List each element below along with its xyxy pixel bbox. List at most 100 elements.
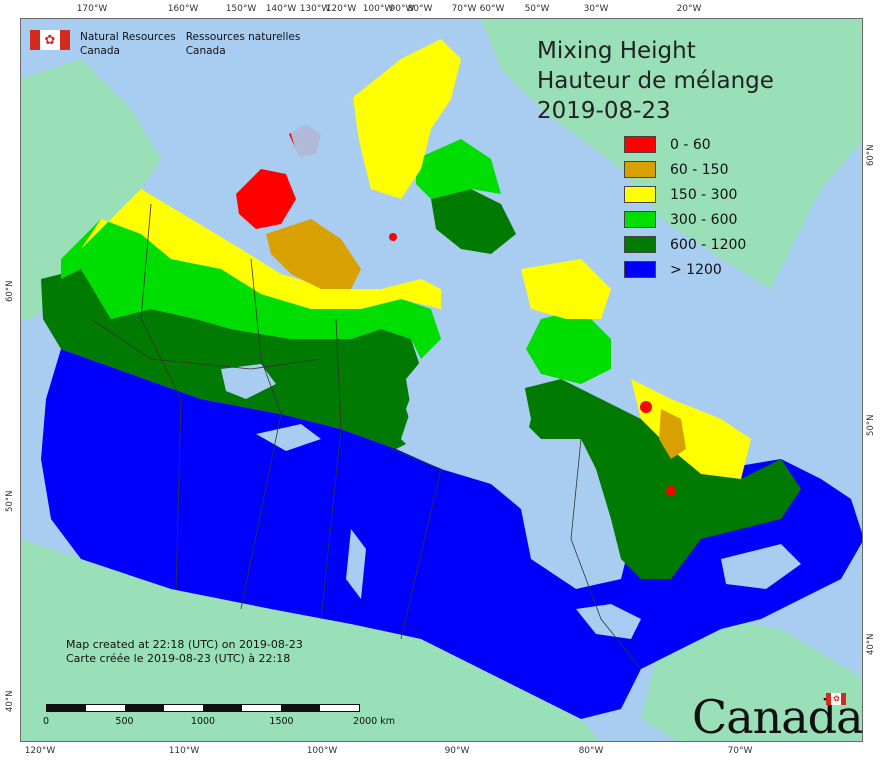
- land-greenland: [481, 19, 862, 289]
- right-tick-label: 60°N: [866, 144, 876, 166]
- bottom-tick-label: 90°W: [444, 746, 470, 756]
- legend-item: 600 - 1200: [624, 232, 746, 257]
- top-tick-label: 60°W: [479, 4, 505, 14]
- arctic-channels: [281, 79, 361, 189]
- dept-en-line1: Natural Resources: [80, 31, 176, 43]
- scale-bar-labels: 0 500 1000 1500 2000 km: [42, 716, 395, 730]
- zone-300-600-east: [526, 309, 611, 384]
- left-tick-label: 50°N: [5, 490, 15, 512]
- legend-label: 600 - 1200: [670, 236, 747, 253]
- credit-en: Map created at 22:18 (UTC) on 2019-08-23: [66, 638, 303, 651]
- legend-swatch: [624, 136, 656, 153]
- top-tick-label: 120°W: [325, 4, 357, 14]
- map-svg: [21, 19, 862, 741]
- creation-credit: Map created at 22:18 (UTC) on 2019-08-23…: [66, 638, 303, 666]
- great-bear-lake: [221, 364, 276, 399]
- scale-segment: [320, 705, 359, 711]
- bottom-tick-label: 70°W: [727, 746, 753, 756]
- zone-0-60-e: [389, 233, 397, 241]
- scale-label: 1500: [269, 716, 294, 727]
- top-tick-label: 20°W: [676, 4, 702, 14]
- zone-0-60-c: [640, 401, 652, 413]
- james-bay: [521, 459, 546, 499]
- dept-en-line2: Canada: [80, 45, 120, 57]
- legend-label: 150 - 300: [670, 186, 738, 203]
- lake-winnipeg: [346, 529, 366, 599]
- scale-label: 0: [42, 716, 50, 727]
- legend-item: 0 - 60: [624, 132, 746, 157]
- title-en: Mixing Height: [537, 38, 696, 64]
- canada-flag-icon: ✿: [30, 30, 70, 50]
- legend-item: 300 - 600: [624, 207, 746, 232]
- map-canvas[interactable]: [20, 18, 863, 742]
- dept-name-en: Natural Resources Canada: [80, 30, 176, 58]
- zone-150-300-east: [521, 259, 611, 319]
- nrcan-logo: ✿ Natural Resources Canada Ressources na…: [30, 30, 300, 58]
- zone-60-150-b: [659, 409, 686, 459]
- legend-swatch: [624, 261, 656, 278]
- scale-label: 500: [115, 716, 134, 727]
- land-usa: [21, 539, 600, 741]
- top-tick-label: 30°W: [583, 4, 609, 14]
- credit-fr: Carte créée le 2019-08-23 (UTC) à 22:18: [66, 652, 291, 665]
- wordmark-flag-icon: ✿: [826, 693, 846, 705]
- gulf-st-lawrence: [721, 544, 801, 589]
- zone-600-1200: [41, 269, 421, 449]
- legend-item: > 1200: [624, 257, 746, 282]
- zone-300-600: [61, 219, 441, 359]
- legend-swatch: [624, 211, 656, 228]
- legend-swatch: [624, 186, 656, 203]
- top-tick-label: 90°W: [389, 4, 415, 14]
- dept-fr-line2: Canada: [185, 45, 226, 57]
- map-title: Mixing Height Hauteur de mélange 2019-08…: [537, 36, 774, 126]
- legend-label: > 1200: [670, 261, 722, 278]
- land-west: [21, 59, 161, 319]
- scale-segment: [125, 705, 164, 711]
- scale-segment: [47, 705, 86, 711]
- great-slave-lake: [256, 424, 321, 451]
- top-tick-label: 80°W: [407, 4, 433, 14]
- top-tick-label: 140°W: [265, 4, 297, 14]
- dept-name-fr: Ressources naturelles Canada: [186, 30, 301, 58]
- boundaries: [90, 203, 642, 670]
- legend-item: 150 - 300: [624, 182, 746, 207]
- land-usa-east: [641, 619, 862, 741]
- top-tick-label: 170°W: [76, 4, 108, 14]
- legend-label: 60 - 150: [670, 161, 729, 178]
- legend: 0 - 60 60 - 150 150 - 300 300 - 600 600 - 12…: [624, 132, 746, 282]
- top-tick-label: 50°W: [524, 4, 550, 14]
- bottom-tick-label: 120°W: [24, 746, 56, 756]
- title-date: 2019-08-23: [537, 98, 671, 124]
- scale-label: 2000 km: [353, 716, 395, 727]
- scale-segment: [281, 705, 320, 711]
- bottom-tick-label: 80°W: [578, 746, 604, 756]
- top-tick-label: 70°W: [451, 4, 477, 14]
- title-fr: Hauteur de mélange: [537, 68, 774, 94]
- zone-600-1200-baffin: [431, 189, 516, 254]
- legend-swatch: [624, 161, 656, 178]
- zone-150-300: [81, 189, 441, 309]
- top-tick-label: 160°W: [167, 4, 199, 14]
- zone-0-60-d: [666, 486, 676, 496]
- scale-segment: [242, 705, 281, 711]
- legend-label: 0 - 60: [670, 136, 711, 153]
- top-tick-label: 100°W: [362, 4, 394, 14]
- zone-150-300-north: [351, 39, 461, 199]
- scale-label: 1000: [190, 716, 216, 727]
- scale-segment: [203, 705, 242, 711]
- zone-0-60: [236, 169, 296, 229]
- bottom-tick-label: 110°W: [168, 746, 200, 756]
- zone-600-1200-east: [521, 379, 801, 579]
- zone-300-600-arctic: [416, 139, 501, 199]
- legend-label: 300 - 600: [670, 211, 738, 228]
- canada-wordmark: Canada ✿: [692, 690, 864, 744]
- zone-150-300-labrador: [631, 379, 751, 479]
- scale-bar-segments: [46, 704, 360, 712]
- hudson-bay: [401, 339, 531, 494]
- scale-segment: [164, 705, 203, 711]
- scale-segment: [86, 705, 125, 711]
- zone-60-150: [266, 219, 361, 289]
- right-tick-label: 50°N: [866, 414, 876, 436]
- dept-fr-line1: Ressources naturelles: [185, 31, 301, 43]
